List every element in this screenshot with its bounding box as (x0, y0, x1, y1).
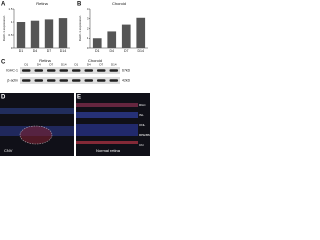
x-tick-label: D1 (19, 49, 24, 53)
layer (76, 124, 138, 136)
band (34, 79, 43, 82)
blot-group: Choroid (88, 58, 102, 63)
figure: C D E CNV Normal retina A Retina IGHC-1 ex… (0, 1, 150, 156)
band (109, 79, 118, 82)
band (34, 69, 43, 72)
band (22, 79, 31, 82)
x-tick-label: D4 (110, 49, 115, 53)
y-tick-label: 1 (87, 36, 89, 40)
image-label: CNV (4, 148, 13, 153)
blot-group: Retina (39, 58, 51, 63)
blot-row-size: 67kD (122, 68, 131, 72)
blot-lane: D14 (61, 62, 67, 66)
y-tick-label: 0 (87, 46, 89, 50)
bar (121, 24, 131, 48)
chart-title: Retina (36, 1, 48, 6)
x-tick-label: D7 (47, 49, 52, 53)
blot-row (20, 77, 120, 84)
layer-label: ONL (139, 123, 146, 127)
panel-label: C (1, 60, 6, 66)
panel-label: E (77, 95, 81, 101)
band (97, 69, 106, 72)
y-tick-label: 1.5 (8, 7, 13, 11)
layer (76, 112, 138, 118)
y-tick-label: 2 (87, 26, 89, 30)
band (47, 79, 56, 82)
y-tick-label: 3 (87, 17, 89, 21)
bar (107, 31, 117, 48)
band (72, 69, 81, 72)
blot-lane: D14 (111, 62, 117, 66)
band (59, 79, 68, 82)
x-tick-label: D1 (95, 49, 100, 53)
bar (30, 20, 40, 48)
y-axis-label: IGHC-1 expression (2, 15, 6, 41)
panel-label: B (77, 2, 82, 8)
panel-label: A (1, 2, 6, 8)
band (72, 79, 81, 82)
y-tick-label: 0 (11, 46, 13, 50)
layer-label: Chr (139, 143, 144, 147)
bar (16, 22, 26, 48)
blot-row (20, 67, 120, 74)
bar (92, 38, 102, 48)
band (59, 69, 68, 72)
layer-label: INL (139, 113, 144, 117)
layer-label: RPE/BM (139, 133, 150, 137)
blot-lane: D4 (37, 62, 41, 66)
band (84, 69, 93, 72)
blot-lane: D1 (24, 62, 28, 66)
y-axis-label: IGHC-1 expression (78, 15, 82, 41)
layer (0, 108, 74, 114)
bar (136, 17, 146, 48)
chart-title: Choroid (112, 1, 126, 6)
band (22, 69, 31, 72)
band (84, 79, 93, 82)
panel-label: D (1, 95, 6, 101)
blot-lane: D7 (99, 62, 103, 66)
y-tick-label: 0.5 (8, 33, 13, 37)
image-label: Normal retina (96, 148, 121, 153)
blot-lane: D4 (87, 62, 91, 66)
y-tick-label: 4 (87, 7, 89, 11)
blot-row-name: β-actin (7, 78, 18, 82)
layer (76, 103, 138, 107)
blot-lane: D1 (74, 62, 78, 66)
image-d (0, 93, 74, 156)
blot-lane: D7 (49, 62, 53, 66)
layer (76, 141, 138, 144)
band (47, 69, 56, 72)
x-tick-label: D14 (60, 49, 66, 53)
layer-label: RGC (139, 103, 147, 107)
cnv-outline (19, 125, 53, 145)
band (109, 69, 118, 72)
y-tick-label: 1 (11, 20, 13, 24)
x-tick-label: D4 (33, 49, 38, 53)
bar (44, 19, 54, 48)
x-tick-label: D14 (138, 49, 144, 53)
x-tick-label: D7 (124, 49, 129, 53)
blot-row-size: 42kD (122, 78, 131, 82)
blot-row-name: IGHC-1 (6, 68, 18, 72)
bar (58, 18, 68, 48)
band (97, 79, 106, 82)
